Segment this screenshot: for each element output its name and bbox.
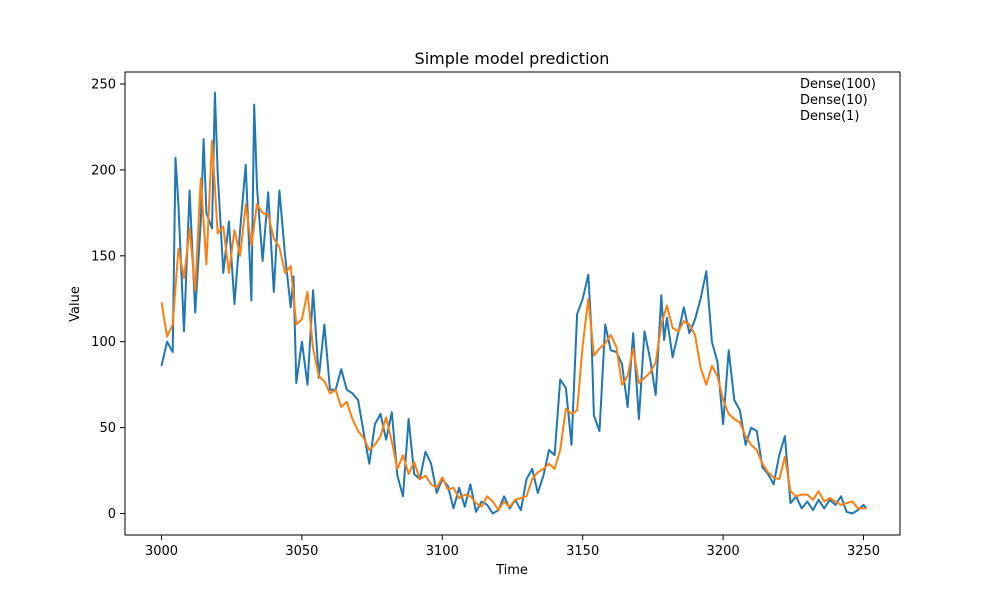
x-axis-title: Time [495, 563, 528, 578]
series-line-0 [160, 91, 868, 515]
x-tick-label: 3050 [285, 544, 318, 559]
x-tick-label: 3000 [145, 544, 178, 559]
y-tick-label: 0 [108, 507, 116, 522]
y-tick-label: 150 [91, 249, 116, 264]
legend: Dense(100) Dense(10) Dense(1) [800, 77, 876, 124]
x-tick-label: 3200 [707, 544, 740, 559]
legend-entry-dense-10: Dense(10) [800, 93, 868, 108]
x-tick-label: 3150 [566, 544, 599, 559]
x-tick-label: 3250 [847, 544, 880, 559]
plot-area: 3000 3050 3100 3150 3200 3250 0 50 100 150 200 250 [91, 71, 901, 559]
y-axis-title: Value [68, 286, 83, 322]
axes-frame [124, 71, 901, 536]
legend-entry-dense-100: Dense(100) [800, 77, 876, 92]
chart-title: Simple model prediction [415, 49, 610, 68]
y-tick-label: 200 [91, 163, 116, 178]
series-lines [160, 91, 868, 515]
y-tick-label: 250 [91, 78, 116, 93]
x-axis-ticks: 3000 3050 3100 3150 3200 3250 [145, 535, 880, 559]
legend-entry-dense-1: Dense(1) [800, 109, 859, 124]
series-line-1 [160, 139, 867, 512]
y-tick-label: 100 [91, 335, 116, 350]
y-axis-ticks: 0 50 100 150 200 250 [91, 78, 125, 522]
y-tick-label: 50 [99, 421, 116, 436]
x-tick-label: 3100 [426, 544, 459, 559]
